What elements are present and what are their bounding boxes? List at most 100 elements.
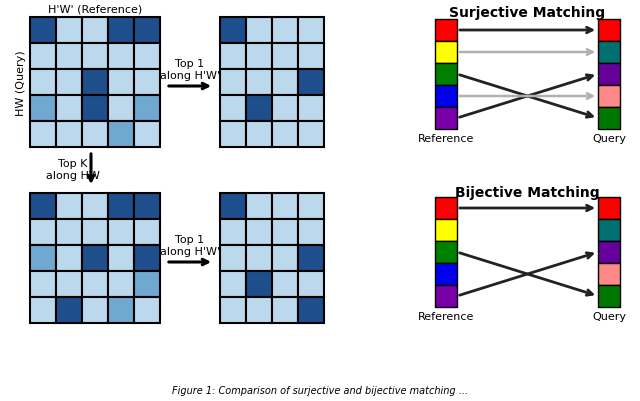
Bar	[134, 70, 160, 96]
Bar	[82, 271, 108, 297]
Bar	[82, 297, 108, 323]
Bar	[272, 44, 298, 70]
Text: Reference: Reference	[418, 134, 474, 144]
Bar	[298, 245, 324, 271]
Bar	[82, 122, 108, 148]
Bar	[598, 108, 620, 130]
Text: Top K
along HW: Top K along HW	[46, 159, 100, 180]
Bar	[298, 297, 324, 323]
Bar	[108, 271, 134, 297]
Bar	[598, 64, 620, 86]
Bar	[246, 245, 272, 271]
Bar	[108, 96, 134, 122]
Bar	[435, 108, 457, 130]
Text: HW (Query): HW (Query)	[16, 50, 26, 115]
Bar	[108, 219, 134, 245]
Bar	[220, 96, 246, 122]
Bar	[82, 245, 108, 271]
Bar	[220, 297, 246, 323]
Text: Top 1
along H'W': Top 1 along H'W'	[160, 59, 220, 81]
Bar	[56, 44, 82, 70]
Bar	[298, 18, 324, 44]
Bar	[30, 194, 56, 219]
Bar	[246, 271, 272, 297]
Bar	[82, 219, 108, 245]
Bar	[82, 44, 108, 70]
Bar	[435, 64, 457, 86]
Bar	[246, 18, 272, 44]
Bar	[246, 122, 272, 148]
Text: Top 1
along H'W': Top 1 along H'W'	[160, 235, 220, 256]
Bar	[298, 70, 324, 96]
Text: Figure 1: Comparison of surjective and bijective matching ...: Figure 1: Comparison of surjective and b…	[172, 385, 468, 395]
Bar	[220, 219, 246, 245]
Bar	[246, 297, 272, 323]
Bar	[220, 44, 246, 70]
Bar	[246, 96, 272, 122]
Bar	[220, 122, 246, 148]
Bar	[246, 219, 272, 245]
Bar	[272, 18, 298, 44]
Bar	[134, 245, 160, 271]
Bar	[435, 285, 457, 307]
Bar	[82, 18, 108, 44]
Bar	[298, 219, 324, 245]
Bar	[82, 70, 108, 96]
Text: Surjective Matching: Surjective Matching	[449, 6, 605, 20]
Bar	[435, 219, 457, 241]
Bar	[272, 271, 298, 297]
Bar	[246, 44, 272, 70]
Bar	[30, 297, 56, 323]
Bar	[108, 44, 134, 70]
Bar	[56, 245, 82, 271]
Bar	[272, 245, 298, 271]
Bar	[246, 70, 272, 96]
Bar	[134, 219, 160, 245]
Bar	[272, 194, 298, 219]
Bar	[108, 297, 134, 323]
Bar	[246, 194, 272, 219]
Bar	[82, 194, 108, 219]
Text: H'W' (Reference): H'W' (Reference)	[48, 4, 142, 14]
Bar	[30, 96, 56, 122]
Bar	[598, 20, 620, 42]
Bar	[56, 271, 82, 297]
Bar	[220, 271, 246, 297]
Bar	[134, 194, 160, 219]
Bar	[220, 18, 246, 44]
Bar	[134, 96, 160, 122]
Bar	[598, 86, 620, 108]
Bar	[108, 122, 134, 148]
Bar	[56, 70, 82, 96]
Bar	[56, 96, 82, 122]
Bar	[220, 194, 246, 219]
Bar	[435, 198, 457, 219]
Bar	[598, 42, 620, 64]
Bar	[30, 219, 56, 245]
Bar	[435, 20, 457, 42]
Bar	[598, 219, 620, 241]
Bar	[298, 96, 324, 122]
Bar	[298, 44, 324, 70]
Bar	[272, 297, 298, 323]
Bar	[435, 42, 457, 64]
Bar	[30, 44, 56, 70]
Bar	[598, 263, 620, 285]
Bar	[108, 245, 134, 271]
Bar	[598, 241, 620, 263]
Text: Reference: Reference	[418, 311, 474, 321]
Bar	[134, 297, 160, 323]
Bar	[56, 219, 82, 245]
Bar	[435, 241, 457, 263]
Bar	[272, 122, 298, 148]
Bar	[272, 70, 298, 96]
Bar	[108, 70, 134, 96]
Bar	[56, 18, 82, 44]
Bar	[30, 18, 56, 44]
Bar	[56, 122, 82, 148]
Bar	[82, 96, 108, 122]
Bar	[435, 86, 457, 108]
Bar	[134, 18, 160, 44]
Bar	[30, 122, 56, 148]
Bar	[108, 18, 134, 44]
